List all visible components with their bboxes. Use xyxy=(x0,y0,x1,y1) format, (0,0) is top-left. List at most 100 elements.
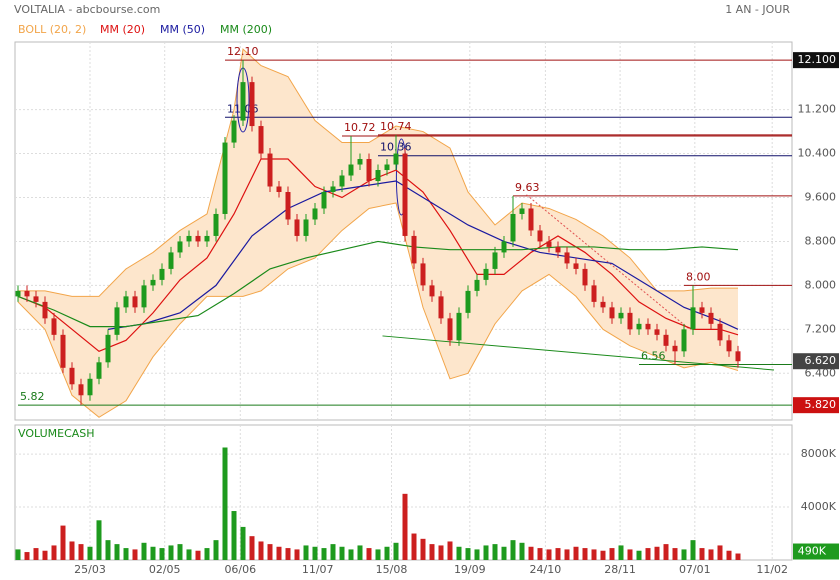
volume-bar xyxy=(393,542,399,560)
volume-bar xyxy=(96,520,102,560)
volume-bar xyxy=(78,544,84,560)
volume-bar xyxy=(114,544,120,560)
level-label: 5.82 xyxy=(20,390,45,403)
volume-bar xyxy=(411,533,417,560)
candle-body xyxy=(402,153,408,236)
candle-body xyxy=(276,186,282,192)
candle-body xyxy=(60,334,66,368)
volume-bar xyxy=(366,548,372,560)
volume-bar xyxy=(231,511,237,560)
volume-box xyxy=(793,543,839,560)
volume-bar xyxy=(519,542,525,560)
volume-bar xyxy=(24,552,30,560)
volume-bar xyxy=(150,546,156,560)
candle-body xyxy=(159,268,165,280)
volume-bar xyxy=(717,545,723,560)
candle-body xyxy=(465,290,471,313)
candle-body xyxy=(96,362,102,379)
candle-body xyxy=(69,367,75,385)
x-tick-label: 11/02 xyxy=(756,563,788,576)
candle-body xyxy=(123,296,129,308)
volume-bar xyxy=(375,549,381,560)
candle-body xyxy=(366,159,372,182)
candle-body xyxy=(312,208,318,220)
volume-bar xyxy=(402,493,408,560)
candle-body xyxy=(240,82,246,121)
y-tick-label: 8.800 xyxy=(805,234,837,247)
x-tick-label: 06/06 xyxy=(224,563,256,576)
volume-bar xyxy=(321,548,327,560)
volume-bar xyxy=(699,548,705,560)
x-tick-label: 15/08 xyxy=(376,563,408,576)
level-label: 9.63 xyxy=(515,181,540,194)
candle-body xyxy=(87,378,93,396)
candle-body xyxy=(429,285,435,297)
candle-body xyxy=(393,153,399,165)
candle-body xyxy=(231,120,237,143)
candle-body xyxy=(474,279,480,291)
volume-bar xyxy=(447,541,453,560)
volume-bar xyxy=(609,548,615,560)
x-tick-label: 02/05 xyxy=(149,563,181,576)
volume-bar xyxy=(177,544,183,560)
x-tick-label: 07/01 xyxy=(679,563,711,576)
x-tick-label: 24/10 xyxy=(530,563,562,576)
volume-bar xyxy=(438,545,444,560)
x-tick-label: 25/03 xyxy=(74,563,106,576)
level-label: 10.74 xyxy=(380,120,412,133)
volume-bar xyxy=(60,525,66,560)
volume-bar xyxy=(690,540,696,560)
candle-body xyxy=(168,252,174,269)
volume-bar xyxy=(69,541,75,560)
volume-bar xyxy=(681,549,687,560)
legend-entry: MM (200) xyxy=(220,23,272,36)
volume-bar xyxy=(492,544,498,560)
volume-bar xyxy=(663,544,669,560)
candle-body xyxy=(222,142,228,214)
candle-body xyxy=(177,241,183,253)
x-tick-label: 11/07 xyxy=(302,563,334,576)
candle-body xyxy=(411,235,417,264)
candle-body xyxy=(708,312,714,324)
volume-bar xyxy=(501,546,507,560)
candle-body xyxy=(573,263,579,269)
volume-bar xyxy=(564,549,570,560)
volume-bar xyxy=(267,544,273,560)
volume-bar xyxy=(348,549,354,560)
candle-body xyxy=(609,307,615,319)
volume-bar xyxy=(42,550,48,560)
candle-body xyxy=(681,329,687,352)
candle-body xyxy=(618,312,624,319)
moving-average xyxy=(17,240,739,328)
volume-bar xyxy=(735,553,741,560)
candle-body xyxy=(699,307,705,313)
y-tick-label: 11.200 xyxy=(798,103,837,116)
price-box-label: 5.820 xyxy=(805,398,837,411)
y-tick-label: 10.400 xyxy=(798,147,837,160)
moving-average xyxy=(17,158,739,353)
candle-body xyxy=(375,170,381,182)
x-tick-label: 19/09 xyxy=(454,563,486,576)
volume-bar xyxy=(591,549,597,560)
volume-bar xyxy=(141,542,147,560)
volume-bar xyxy=(456,546,462,560)
candle-body xyxy=(105,334,111,363)
volume-bar xyxy=(627,549,633,560)
volume-bar xyxy=(546,549,552,560)
candle-body xyxy=(645,323,651,330)
volume-bar xyxy=(537,548,543,560)
volume-bar xyxy=(600,550,606,560)
candle-body xyxy=(519,208,525,214)
price-box-label: 6.620 xyxy=(805,354,837,367)
price-box xyxy=(793,397,839,414)
volume-bar xyxy=(213,540,219,560)
volume-bar xyxy=(222,447,228,560)
y-tick-label: 9.600 xyxy=(805,190,837,203)
volume-bar xyxy=(420,538,426,560)
candle-body xyxy=(42,301,48,319)
level-label: 12.10 xyxy=(227,45,259,58)
legend-entry: MM (20) xyxy=(100,23,145,36)
legend-entry: MM (50) xyxy=(160,23,205,36)
